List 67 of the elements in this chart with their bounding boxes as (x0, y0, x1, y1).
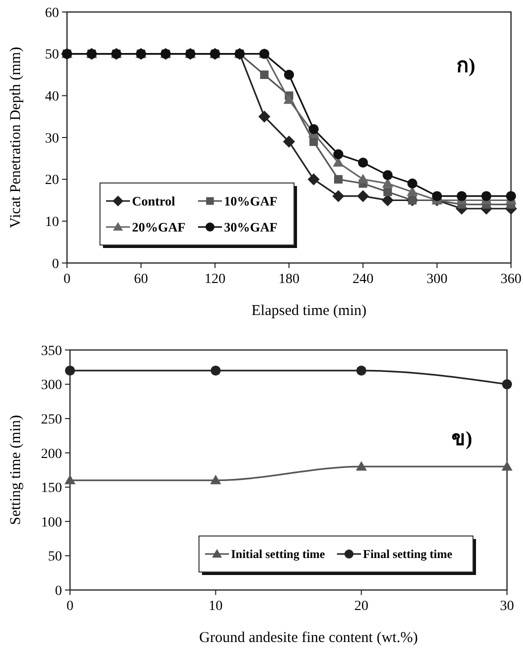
point (357, 190, 369, 202)
y-tick-label: 60 (45, 6, 59, 21)
x-tick-label: 60 (134, 272, 148, 287)
legend-label: Initial setting time (231, 547, 326, 562)
point (382, 170, 393, 180)
point (502, 461, 512, 471)
x-tick-label: 10 (208, 599, 223, 614)
point (382, 178, 394, 188)
x-tick-label: 30 (500, 599, 514, 614)
point (308, 124, 319, 134)
annotation: ข) (452, 428, 472, 450)
x-tick-label: 20 (354, 599, 368, 614)
point (358, 158, 368, 168)
point (502, 379, 512, 390)
point (432, 191, 442, 202)
y-tick-label: 100 (41, 515, 62, 530)
point (358, 174, 368, 184)
y-tick-label: 20 (45, 173, 59, 188)
point (332, 190, 344, 202)
x-tick-label: 180 (278, 272, 300, 287)
y-axis-title: Vicat Penetration Depth (mm) (8, 46, 24, 228)
x-tick-label: 0 (66, 599, 74, 614)
x-tick-label: 240 (352, 272, 374, 287)
point (210, 474, 222, 484)
y-tick-label: 350 (41, 344, 62, 359)
y-tick-label: 300 (41, 378, 62, 394)
x-axis-title: Elapsed time (min) (252, 303, 366, 319)
point (383, 188, 392, 196)
y-axis-title: Setting time (min) (8, 415, 24, 525)
x-tick-label: 360 (500, 272, 522, 287)
y-tick-label: 250 (41, 412, 62, 428)
legend-label: 10%GAF (224, 194, 278, 209)
point (260, 70, 269, 79)
point (309, 137, 318, 146)
legend-label: Control (132, 194, 176, 209)
x-tick-label: 300 (426, 272, 448, 287)
point (506, 191, 516, 202)
point (258, 110, 270, 123)
point (308, 173, 320, 186)
annotation: ก) (456, 55, 476, 77)
y-tick-label: 50 (48, 550, 62, 565)
x-axis-title: Ground andesite fine content (wt.%) (199, 630, 418, 646)
legend-label: 20%GAF (132, 220, 186, 235)
point (64, 474, 76, 484)
y-tick-label: 40 (45, 90, 59, 105)
point (210, 366, 221, 376)
point (333, 149, 344, 160)
point (284, 94, 294, 104)
y-tick-label: 50 (45, 48, 59, 63)
y-tick-label: 150 (41, 481, 62, 496)
point (284, 70, 294, 80)
legend-label: Final setting time (363, 547, 453, 562)
y-tick-label: 10 (45, 215, 59, 230)
point (283, 136, 295, 148)
y-tick-label: 0 (55, 584, 62, 599)
y-tick-label: 0 (52, 256, 59, 272)
point (481, 191, 492, 202)
point (356, 461, 367, 471)
legend-label: 30%GAF (224, 220, 278, 235)
x-tick-label: 120 (204, 272, 226, 287)
y-tick-label: 200 (41, 446, 62, 462)
point (407, 178, 418, 189)
point (334, 175, 343, 184)
point (456, 191, 467, 202)
y-tick-label: 30 (45, 131, 59, 146)
point (356, 366, 366, 376)
point (65, 366, 75, 376)
